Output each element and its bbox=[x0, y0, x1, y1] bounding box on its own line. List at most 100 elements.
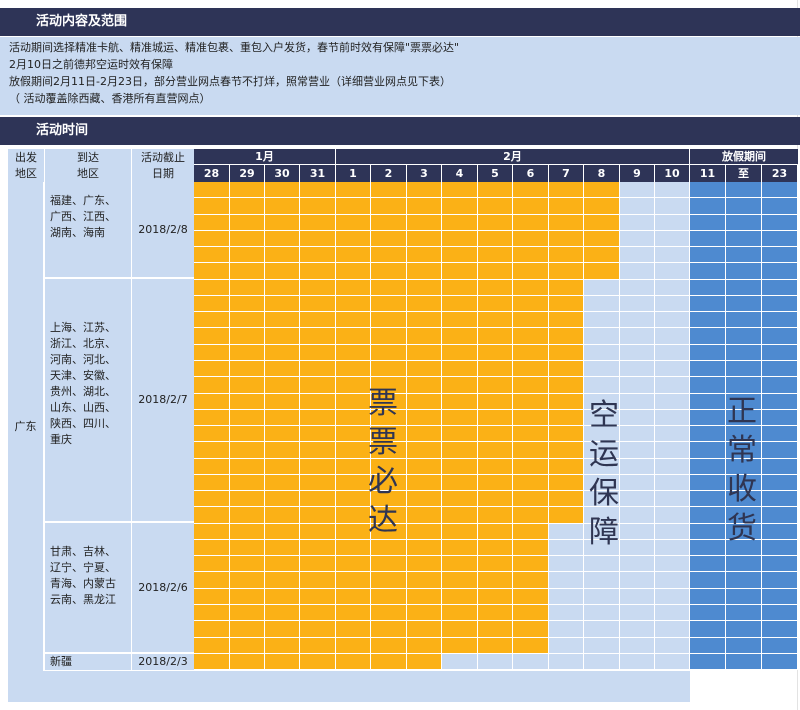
schedule-cell bbox=[584, 654, 620, 670]
schedule-cell bbox=[690, 426, 726, 442]
schedule-cell bbox=[230, 540, 265, 556]
schedule-cell bbox=[690, 556, 726, 572]
schedule-cell bbox=[549, 638, 584, 654]
day-header: 29 bbox=[230, 165, 265, 182]
day-header: 1 bbox=[336, 165, 371, 182]
dest-line: 云南、黑龙江 bbox=[50, 593, 116, 606]
schedule-cell bbox=[194, 638, 230, 654]
schedule-cell bbox=[478, 507, 513, 524]
schedule-cell bbox=[762, 345, 798, 361]
schedule-cell bbox=[478, 345, 513, 361]
section-title: 活动时间 bbox=[36, 123, 89, 138]
holiday-period: 放假期间 bbox=[690, 149, 798, 164]
schedule-cell bbox=[300, 394, 336, 410]
schedule-cell bbox=[300, 280, 336, 296]
schedule-cell bbox=[655, 621, 690, 638]
schedule-cell bbox=[584, 475, 620, 491]
schedule-cell bbox=[230, 182, 265, 198]
schedule-cell bbox=[620, 345, 655, 361]
day-header: 31 bbox=[300, 165, 336, 182]
schedule-cell bbox=[726, 638, 762, 654]
schedule-cell bbox=[442, 328, 478, 345]
schedule-cell bbox=[620, 540, 655, 556]
schedule-cell bbox=[549, 621, 584, 638]
schedule-cell bbox=[549, 459, 584, 475]
schedule-cell bbox=[194, 556, 230, 572]
schedule-cell bbox=[726, 361, 762, 377]
schedule-cell bbox=[442, 198, 478, 215]
schedule-cell bbox=[549, 589, 584, 605]
schedule-cell bbox=[690, 312, 726, 328]
band-char: 票 bbox=[368, 386, 398, 421]
schedule-cell bbox=[690, 589, 726, 605]
schedule-cell bbox=[442, 638, 478, 654]
schedule-cell bbox=[762, 312, 798, 328]
schedule-cell bbox=[690, 198, 726, 215]
schedule-cell bbox=[371, 328, 407, 345]
schedule-cell bbox=[762, 296, 798, 312]
schedule-cell bbox=[478, 442, 513, 459]
schedule-cell bbox=[371, 621, 407, 638]
schedule-cell bbox=[726, 312, 762, 328]
schedule-cell bbox=[655, 198, 690, 215]
schedule-cell bbox=[549, 507, 584, 524]
schedule-cell bbox=[762, 377, 798, 394]
dest-line: 上海、江苏、 bbox=[50, 321, 116, 334]
day-header: 9 bbox=[620, 165, 655, 182]
schedule-cell bbox=[371, 410, 407, 426]
schedule-cell bbox=[584, 296, 620, 312]
schedule-cell bbox=[265, 361, 300, 377]
schedule-cell bbox=[513, 654, 549, 670]
schedule-cell bbox=[407, 638, 442, 654]
schedule-cell bbox=[655, 507, 690, 524]
schedule-cell bbox=[690, 394, 726, 410]
band-char: 收 bbox=[727, 472, 757, 507]
schedule-cell bbox=[478, 394, 513, 410]
schedule-cell bbox=[300, 296, 336, 312]
schedule-cell bbox=[762, 361, 798, 377]
schedule-cell bbox=[371, 459, 407, 475]
schedule-cell bbox=[407, 247, 442, 263]
schedule-cell bbox=[336, 524, 371, 540]
schedule-cell bbox=[549, 263, 584, 280]
schedule-cell bbox=[513, 345, 549, 361]
schedule-cell bbox=[690, 231, 726, 247]
info-line: 放假期间2月11日-2月23日，部分营业网点春节不打烊，照常营业（详细营业网点见… bbox=[9, 75, 451, 88]
schedule-cell bbox=[549, 491, 584, 507]
schedule-cell bbox=[336, 361, 371, 377]
schedule-cell bbox=[336, 540, 371, 556]
schedule-cell bbox=[690, 605, 726, 621]
day-header: 28 bbox=[194, 165, 230, 182]
schedule-cell bbox=[762, 507, 798, 524]
schedule-cell bbox=[478, 410, 513, 426]
section-title: 活动内容及范围 bbox=[36, 14, 128, 29]
schedule-cell bbox=[549, 280, 584, 296]
schedule-cell bbox=[584, 377, 620, 394]
schedule-cell bbox=[690, 182, 726, 198]
schedule-cell bbox=[513, 442, 549, 459]
schedule-cell bbox=[230, 589, 265, 605]
schedule-cell bbox=[655, 589, 690, 605]
section-header-time: 活动时间 bbox=[0, 117, 800, 145]
schedule-cell bbox=[513, 459, 549, 475]
schedule-cell bbox=[478, 328, 513, 345]
schedule-cell bbox=[194, 654, 230, 670]
schedule-cell bbox=[407, 231, 442, 247]
schedule-cell bbox=[620, 296, 655, 312]
schedule-cell bbox=[478, 475, 513, 491]
schedule-cell bbox=[442, 312, 478, 328]
schedule-cell bbox=[726, 296, 762, 312]
schedule-cell bbox=[371, 345, 407, 361]
schedule-cell bbox=[549, 605, 584, 621]
schedule-cell bbox=[442, 426, 478, 442]
info-line: 2月10日之前德邦空运时效有保障 bbox=[9, 58, 173, 71]
schedule-cell bbox=[300, 442, 336, 459]
schedule-cell bbox=[690, 475, 726, 491]
band-char: 空 bbox=[589, 398, 619, 433]
dest-line: 河南、河北、 bbox=[50, 353, 116, 366]
schedule-cell bbox=[442, 182, 478, 198]
schedule-cell bbox=[336, 605, 371, 621]
schedule-cell bbox=[584, 182, 620, 198]
schedule-cell bbox=[265, 312, 300, 328]
schedule-cell bbox=[513, 605, 549, 621]
